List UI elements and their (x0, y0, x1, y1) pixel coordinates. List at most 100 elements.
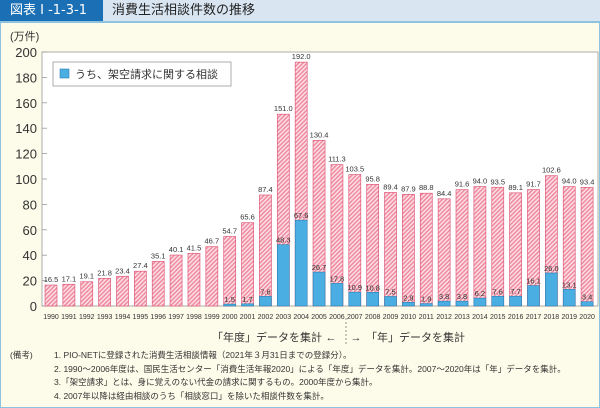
x-tick-label: 1999 (204, 314, 220, 321)
x-tick-label: 1992 (79, 314, 95, 321)
x-tick-label: 2006 (329, 314, 345, 321)
x-tick-label: 1996 (150, 314, 166, 321)
figure-number: 図表 I -1-3-1 (0, 0, 103, 21)
data-label-total: 87.4 (258, 185, 273, 194)
bar-total-1995 (134, 270, 147, 307)
data-label-total: 54.7 (222, 227, 237, 236)
data-label-total: 89.1 (508, 183, 523, 192)
data-label-fictitious-billing: 26.0 (544, 264, 559, 273)
y-axis-unit: (万件) (10, 30, 39, 43)
bar-fictitious-billing-2003 (277, 244, 290, 307)
annotation-fiscal-year: 「年度」データを集計 (212, 330, 322, 344)
x-tick-label: 2016 (508, 314, 524, 321)
y-tick-label: 140 (15, 121, 37, 136)
bar-fictitious-billing-2010 (402, 302, 415, 307)
data-label-total: 192.0 (292, 52, 311, 61)
data-label-total: 84.4 (437, 189, 452, 198)
bar-fictitious-billing-2014 (473, 297, 487, 307)
bar-total-1994 (116, 275, 129, 307)
bar-fictitious-billing-2020 (580, 301, 594, 307)
bar-total-1990 (44, 284, 58, 307)
bar-total-1999 (205, 246, 219, 307)
legend-swatch (59, 68, 70, 79)
arrow-right-icon: → (351, 332, 362, 344)
bar-total-2014 (473, 186, 487, 307)
x-tick-label: 2010 (401, 314, 417, 321)
data-label-fictitious-billing: 3.4 (582, 293, 592, 302)
y-tick-label: 40 (23, 248, 37, 263)
data-label-fictitious-billing: 16.1 (526, 277, 541, 286)
figure-header: 図表 I -1-3-1 消費生活相談件数の推移 (0, 0, 600, 23)
bar-total-2001 (241, 222, 254, 307)
x-tick-label: 2014 (472, 314, 488, 321)
bar-total-1991 (62, 283, 76, 307)
data-label-fictitious-billing: 2.9 (403, 293, 413, 302)
x-tick-label: 1995 (133, 314, 149, 321)
x-tick-label: 2012 (436, 314, 452, 321)
x-tick-label: 2011 (419, 314, 434, 321)
data-label-total: 16.5 (44, 275, 59, 284)
x-tick-label: 1993 (97, 314, 113, 321)
x-tick-label: 1991 (61, 314, 77, 321)
legend: うち、架空請求に関する相談 (52, 61, 232, 87)
x-tick-label: 2017 (526, 314, 542, 321)
note-item: 2. 1990～2006年度は、国民生活センター「消費生活年報2020」による「… (54, 363, 566, 374)
data-label-total: 151.0 (274, 104, 293, 113)
note-item: 4. 2007年以降は経由相談のうち「相談窓口」を除いた相談件数を集計。 (54, 390, 329, 401)
data-label-fictitious-billing: 3.8 (439, 292, 449, 301)
annotation-calendar-year: 「年」データを集計 (366, 330, 465, 344)
data-label-total: 93.5 (490, 177, 505, 186)
bar-total-2013 (455, 189, 469, 307)
data-label-total: 130.4 (310, 130, 329, 139)
x-tick-label: 2002 (258, 314, 274, 321)
x-tick-label: 1990 (43, 314, 59, 321)
data-label-total: 102.6 (542, 166, 561, 175)
data-label-total: 87.9 (401, 184, 416, 193)
y-tick-label: 200 (15, 45, 37, 60)
data-label-fictitious-billing: 10.8 (365, 283, 380, 292)
data-label-total: 41.5 (187, 243, 202, 252)
data-label-total: 21.8 (97, 268, 112, 277)
bar-fictitious-billing-2015 (491, 296, 505, 307)
x-tick-label: 2009 (383, 314, 399, 321)
data-label-total: 23.4 (115, 266, 130, 275)
y-tick-label: 160 (15, 96, 37, 111)
data-label-fictitious-billing: 1.9 (421, 295, 431, 304)
x-tick-label: 2018 (544, 314, 560, 321)
y-tick-label: 80 (23, 197, 37, 212)
figure-title: 消費生活相談件数の推移 (112, 3, 256, 18)
data-label-fictitious-billing: 13.1 (562, 280, 577, 289)
y-tick-label: 20 (23, 274, 37, 289)
bar-fictitious-billing-2001 (241, 303, 254, 307)
data-label-fictitious-billing: 1.5 (224, 295, 234, 304)
data-label-total: 65.6 (240, 213, 255, 222)
bar-fictitious-billing-2012 (437, 300, 451, 307)
data-label-fictitious-billing: 1.7 (242, 295, 252, 304)
bar-total-2010 (402, 194, 415, 307)
note-item: 3.「架空請求」とは、身に覚えのない代金の請求に関するもの。2000年度から集計… (54, 377, 378, 387)
bar-total-2012 (437, 198, 451, 307)
y-tick-label: 180 (15, 70, 37, 85)
data-label-total: 46.7 (205, 237, 220, 246)
y-tick-label: 0 (30, 299, 37, 314)
data-label-total: 19.1 (79, 272, 94, 281)
data-label-fictitious-billing: 7.5 (385, 287, 395, 296)
data-label-total: 27.4 (133, 261, 148, 270)
bar-fictitious-billing-2007 (348, 291, 362, 307)
bar-fictitious-billing-2016 (509, 295, 522, 307)
data-label-total: 91.6 (455, 180, 470, 189)
x-tick-label: 2005 (311, 314, 327, 321)
y-tick-label: 100 (15, 172, 37, 187)
bar-fictitious-billing-2019 (562, 289, 576, 307)
bar-total-1992 (80, 281, 94, 307)
data-label-total: 35.1 (151, 251, 166, 260)
x-tick-label: 2013 (454, 314, 470, 321)
data-label-total: 93.4 (580, 177, 595, 186)
x-tick-label: 2000 (222, 314, 238, 321)
data-label-total: 94.0 (562, 177, 577, 186)
arrow-left-icon: ← (326, 332, 337, 344)
data-label-total: 95.8 (365, 174, 380, 183)
x-tick-label: 1998 (186, 314, 202, 321)
data-label-fictitious-billing: 48.3 (276, 236, 291, 245)
